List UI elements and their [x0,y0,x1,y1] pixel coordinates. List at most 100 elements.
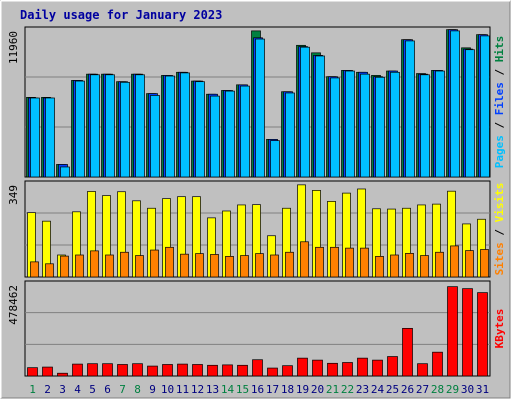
x-tick-label-28: 28 [431,383,444,396]
bar-kbytes-day-16 [252,359,263,377]
bar-pages-day-26 [405,40,415,178]
bar-sites-day-10 [165,246,174,278]
bar-sites-day-27 [420,255,429,278]
bar-sites-day-9 [150,249,159,278]
bar-sites-day-1 [30,261,39,278]
x-tick-label-21: 21 [326,383,339,396]
axis-label-separator: / [493,62,506,82]
x-tick-label-22: 22 [341,383,354,396]
x-tick-label-11: 11 [176,383,189,396]
bar-kbytes-day-5 [87,363,98,377]
bar-pages-day-17 [270,140,280,178]
bar-pages-day-31 [480,35,490,178]
bar-sites-day-23 [360,247,369,278]
bar-kbytes-day-23 [357,357,368,377]
bar-sites-day-22 [345,247,354,278]
bar-sites-day-7 [120,251,129,278]
bar-sites-day-28 [435,251,444,278]
bar-pages-day-3 [60,166,70,178]
x-tick-label-15: 15 [236,383,249,396]
bar-sites-day-29 [450,245,459,278]
bar-pages-day-18 [285,92,295,178]
bar-sites-day-19 [300,241,309,278]
bar-sites-day-16 [255,253,264,278]
x-tick-label-31: 31 [476,383,489,396]
bar-sites-day-6 [105,254,114,278]
bar-sites-day-18 [285,251,294,278]
axis-label-separator: / [493,222,506,242]
bar-pages-day-29 [450,30,460,178]
panel-max-label: 349 [7,185,20,205]
x-tick-label-13: 13 [206,383,219,396]
x-tick-label-4: 4 [74,383,81,396]
bar-pages-day-16 [255,38,265,178]
x-tick-label-16: 16 [251,383,264,396]
axis-label-visits: Visits [493,183,506,223]
panel-max-label: 11960 [7,31,20,64]
bar-kbytes-day-13 [207,364,218,377]
bar-sites-day-3 [60,255,69,278]
bar-kbytes-day-26 [402,327,413,377]
bar-kbytes-day-14 [222,364,233,377]
bar-kbytes-day-15 [237,364,248,377]
bar-sites-day-17 [270,254,279,278]
x-tick-label-30: 30 [461,383,474,396]
x-tick-label-14: 14 [221,383,235,396]
axis-label-pages: Pages [493,135,506,168]
bar-pages-day-23 [360,73,370,178]
bar-kbytes-day-2 [42,366,53,377]
bar-kbytes-day-17 [267,367,278,377]
bar-pages-day-8 [135,74,145,178]
bar-sites-day-30 [465,250,474,278]
x-tick-label-2: 2 [44,383,51,396]
bar-pages-day-10 [165,75,175,178]
bar-kbytes-day-27 [417,363,428,377]
axis-label-separator: / [493,115,506,135]
x-tick-label-10: 10 [161,383,174,396]
bar-kbytes-day-29 [447,286,458,377]
bar-kbytes-day-6 [102,363,113,377]
axis-label-files: Files [493,82,506,115]
x-tick-label-9: 9 [149,383,156,396]
chart-title: Daily usage for January 2023 [20,8,222,22]
bar-kbytes-day-25 [387,356,398,377]
bar-kbytes-day-8 [132,363,143,377]
bar-kbytes-day-21 [327,362,338,377]
bar-pages-day-11 [180,72,190,178]
axis-label-kbytes: KBytes [493,309,506,349]
bar-sites-day-21 [330,246,339,278]
x-tick-label-20: 20 [311,383,324,396]
bar-kbytes-day-9 [147,365,158,377]
bar-pages-day-14 [225,90,235,178]
panel-3: 478462 KBytes [7,280,506,377]
bar-sites-day-8 [135,255,144,278]
bar-pages-day-15 [240,85,250,178]
panel-max-label: 478462 [7,285,20,325]
x-tick-label-25: 25 [386,383,399,396]
bar-pages-day-5 [90,74,100,178]
panel-axis-label: Pages / Files / Hits [493,36,506,169]
bar-pages-day-25 [390,71,400,178]
bar-pages-day-4 [75,80,85,178]
bar-kbytes-day-30 [462,288,473,377]
bar-pages-day-28 [435,70,445,178]
panel-2: 349 Sites / Visits [7,180,506,278]
x-tick-label-8: 8 [134,383,141,396]
bar-sites-day-4 [75,254,84,278]
bar-pages-day-7 [120,81,130,178]
x-tick-label-17: 17 [266,383,279,396]
x-tick-label-7: 7 [119,383,126,396]
axis-label-sites: Sites [493,242,506,275]
bar-kbytes-day-19 [297,357,308,377]
x-tick-label-5: 5 [89,383,96,396]
bar-pages-day-2 [45,97,55,178]
bar-sites-day-13 [210,254,219,278]
bar-sites-day-31 [480,249,489,278]
bar-sites-day-5 [90,250,99,278]
bar-sites-day-25 [390,254,399,278]
bar-sites-day-11 [180,253,189,278]
bar-pages-day-19 [300,46,310,178]
bar-kbytes-day-18 [282,365,293,377]
bar-pages-day-20 [315,55,325,178]
